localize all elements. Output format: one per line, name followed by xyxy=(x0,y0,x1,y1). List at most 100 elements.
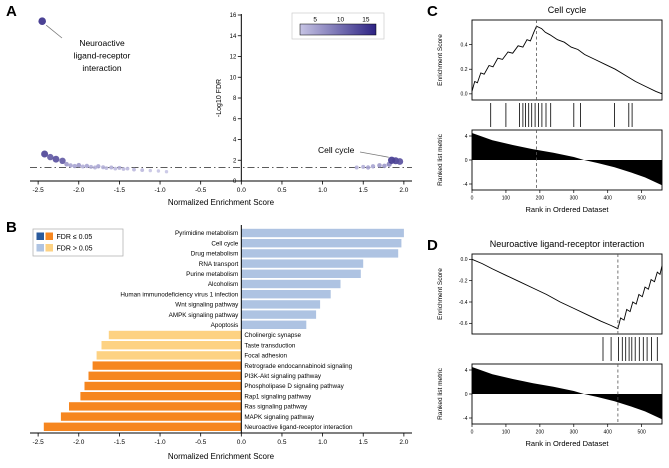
es-plot-box xyxy=(471,253,663,335)
pathway-bar xyxy=(101,341,242,350)
bar-label: Phospholipase D signaling pathway xyxy=(244,383,344,390)
pathway-point xyxy=(59,157,66,164)
bar-label: Human immunodeficiency virus 1 infection xyxy=(120,291,238,298)
pathway-point xyxy=(361,164,366,169)
svg-text:15: 15 xyxy=(362,17,370,24)
x-axis-label: Normalized Enrichment Score xyxy=(168,452,275,461)
metric-axis-label: Ranked list metric xyxy=(437,133,444,185)
svg-text:-0.5: -0.5 xyxy=(195,439,207,446)
svg-text:0: 0 xyxy=(471,196,474,202)
svg-text:10: 10 xyxy=(230,75,237,81)
svg-text:-1.0: -1.0 xyxy=(154,187,166,194)
pathway-bar xyxy=(241,269,361,278)
svg-text:400: 400 xyxy=(604,430,613,436)
svg-text:0.5: 0.5 xyxy=(277,187,286,194)
svg-text:-1.5: -1.5 xyxy=(114,439,126,446)
svg-text:2.0: 2.0 xyxy=(399,439,408,446)
pathway-point xyxy=(370,164,376,169)
pathway-point xyxy=(80,164,85,169)
pathway-bar xyxy=(88,371,242,380)
svg-text:-1.0: -1.0 xyxy=(154,439,166,446)
svg-text:8: 8 xyxy=(233,96,237,102)
pathway-bar xyxy=(241,228,404,238)
svg-text:300: 300 xyxy=(570,196,579,202)
metric-axis-label: Ranked list metric xyxy=(437,367,444,419)
svg-text:400: 400 xyxy=(604,196,613,202)
svg-text:4: 4 xyxy=(465,134,468,140)
svg-text:200: 200 xyxy=(536,430,545,436)
svg-text:4: 4 xyxy=(465,368,468,374)
es-axis-label: Enrichment Score xyxy=(437,268,444,320)
gsea-title: Cell cycle xyxy=(548,5,587,15)
pathway-point xyxy=(125,166,130,171)
bar-label: Neuroactive ligand-receptor interaction xyxy=(244,424,353,431)
annotation-neuroactive: interaction xyxy=(82,63,121,73)
annotation-neuroactive: Neuroactive xyxy=(79,38,125,48)
pathway-point xyxy=(382,163,387,169)
bar-label: Focal adhesion xyxy=(244,353,287,360)
svg-text:0.0: 0.0 xyxy=(237,439,246,446)
pathway-bar xyxy=(241,320,307,329)
svg-text:-4: -4 xyxy=(463,416,468,422)
svg-text:-1.5: -1.5 xyxy=(114,187,126,194)
svg-text:300: 300 xyxy=(570,430,579,436)
ranked-metric-area xyxy=(472,133,662,186)
pathway-point xyxy=(140,168,145,173)
svg-text:1.5: 1.5 xyxy=(359,187,368,194)
pathway-point xyxy=(101,165,106,170)
bar-label: AMPK signaling pathway xyxy=(169,312,240,319)
bar-label: PI3K-Akt signaling pathway xyxy=(244,373,322,380)
pathway-bar xyxy=(241,290,331,299)
annotation-neuroactive: ligand-receptor xyxy=(74,51,131,61)
pathway-point xyxy=(148,168,152,173)
svg-text:2: 2 xyxy=(233,158,237,164)
svg-text:-0.4: -0.4 xyxy=(459,300,468,306)
pathway-point xyxy=(121,167,126,171)
svg-text:0: 0 xyxy=(471,430,474,436)
pathway-bar xyxy=(43,422,242,431)
pathway-bar xyxy=(96,351,242,360)
svg-text:1.0: 1.0 xyxy=(318,187,327,194)
pathway-bar xyxy=(241,300,321,309)
pathway-bar xyxy=(241,310,317,319)
x-axis-label: Normalized Enrichment Score xyxy=(168,198,275,207)
es-plot-box xyxy=(471,19,663,101)
pathway-point xyxy=(109,165,114,170)
svg-text:14: 14 xyxy=(230,34,237,40)
pathway-point xyxy=(365,165,371,170)
svg-text:200: 200 xyxy=(536,196,545,202)
gsea-plot-cell-cycle: Cell cycle 0.0 0.2 0.4 Enrichment Score 4 0 -4 R… xyxy=(437,5,663,214)
svg-text:1.5: 1.5 xyxy=(359,439,368,446)
pathway-bar xyxy=(241,249,399,258)
legend-swatch-orange xyxy=(45,232,53,240)
pathway-point xyxy=(84,163,90,169)
svg-text:4: 4 xyxy=(233,138,237,144)
pathway-bar xyxy=(241,239,402,248)
pathway-bar xyxy=(80,392,242,401)
pathway-point xyxy=(52,155,60,163)
pathway-bar xyxy=(69,402,242,411)
pathway-bar xyxy=(60,412,242,421)
pathway-point xyxy=(68,163,73,168)
bar-label: Cholinergic synapse xyxy=(244,332,301,339)
pathway-bar xyxy=(92,361,242,370)
svg-text:12: 12 xyxy=(230,55,237,61)
svg-text:0.5: 0.5 xyxy=(277,439,286,446)
pathway-point xyxy=(113,166,118,171)
svg-text:2.0: 2.0 xyxy=(399,187,408,194)
pathway-point xyxy=(76,162,82,168)
svg-text:-2.5: -2.5 xyxy=(33,187,45,194)
gsea-title: Neuroactive ligand-receptor interaction xyxy=(490,239,645,249)
legend-label: FDR ≤ 0.05 xyxy=(57,234,93,241)
pathway-point xyxy=(96,164,101,169)
svg-text:-2.0: -2.0 xyxy=(73,439,85,446)
bar-label: Alcoholism xyxy=(208,281,238,288)
legend-swatch-blue xyxy=(36,232,44,240)
svg-text:100: 100 xyxy=(502,196,511,202)
panel-d-label: D xyxy=(427,237,438,254)
rank-axis-label: Rank in Ordered Dataset xyxy=(526,439,610,448)
svg-text:0.4: 0.4 xyxy=(461,42,468,48)
pathway-point xyxy=(93,165,97,170)
panel-b-label: B xyxy=(6,219,17,236)
